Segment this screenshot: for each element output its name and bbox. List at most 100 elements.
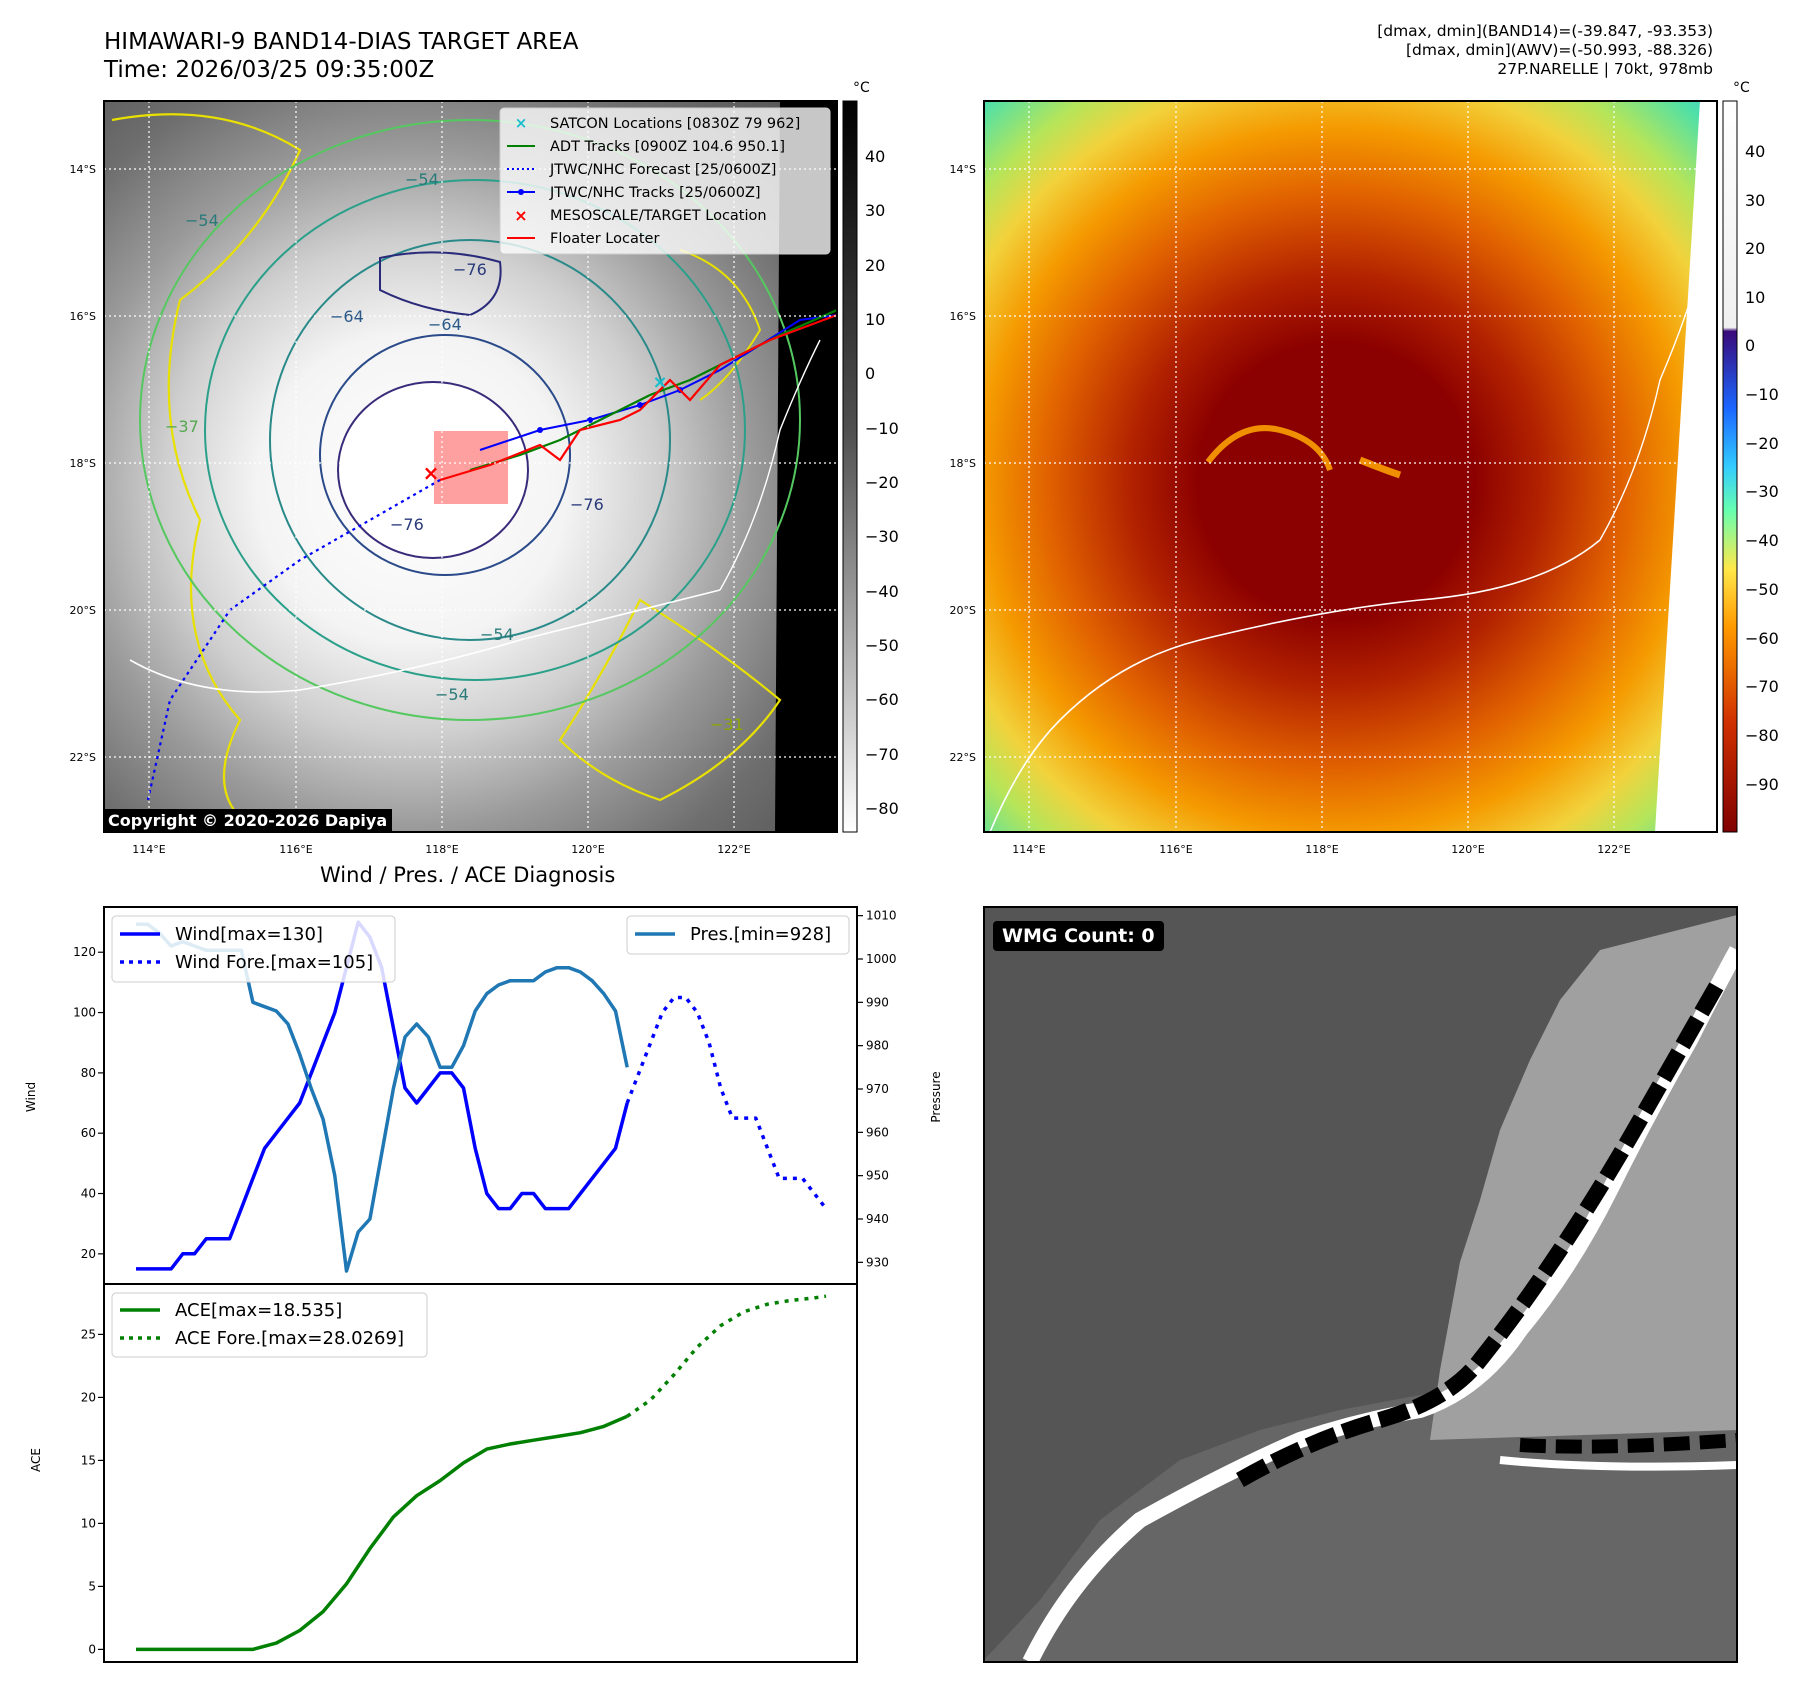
coastline — [129, 589, 721, 693]
wind-tick-label: 40 — [81, 1187, 96, 1201]
contour-label: −76 — [453, 260, 487, 279]
cb-tick: −50 — [865, 636, 899, 655]
jtwc-forecast-track — [146, 479, 441, 801]
ace-tick-label: 25 — [81, 1327, 96, 1341]
avw-lon-labels: 114°E 116°E 118°E 120°E 122°E — [1012, 843, 1630, 856]
wmg-frame — [983, 906, 1738, 1663]
wind-tick-label: 100 — [73, 1006, 96, 1020]
wind-pres-panel: 20 40 60 80 100 120 930 940 950 960 970 980 990 1000… — [24, 906, 943, 1285]
eye-band — [1358, 456, 1402, 479]
ace-tick-label: 5 — [88, 1579, 96, 1593]
info-storm: 27P.NARELLE | 70kt, 978mb — [1497, 60, 1713, 78]
cb-tick: −80 — [1745, 726, 1779, 745]
avw-colorbar-unit: °C — [1733, 80, 1750, 96]
lon-label: 114°E — [132, 843, 165, 856]
pres-tick-label: 950 — [866, 1169, 889, 1183]
contour-core — [337, 381, 529, 559]
wmg-count-badge: WMG Count: 0 — [993, 921, 1164, 951]
ir-map-frame — [103, 100, 838, 833]
wmg-lower-gray — [984, 1365, 1737, 1662]
ace-ytick-group: 0 5 10 15 20 25 — [81, 1327, 104, 1656]
avw-coastline — [989, 539, 1601, 832]
avw-graticule — [984, 101, 1717, 832]
lat-label: 22°S — [70, 751, 96, 764]
contour-label: −54 — [480, 625, 514, 644]
legend-label-adt: ADT Tracks [0900Z 104.6 950.1] — [550, 139, 785, 155]
contour-label: −54 — [405, 170, 439, 189]
pres-ylabel: Pressure — [929, 1071, 943, 1122]
cb-tick: −20 — [1745, 434, 1779, 453]
avw-swath-edge — [1655, 101, 1717, 832]
lat-label: 14°S — [950, 163, 976, 176]
wmg-black-band — [1519, 1433, 1738, 1454]
avw-map-frame — [983, 100, 1718, 833]
ace-fore-legend-label: ACE Fore.[max=28.0269] — [175, 1328, 404, 1349]
lat-label: 16°S — [70, 310, 96, 323]
legend-box — [499, 107, 831, 255]
satcon-legend-icon: × — [515, 114, 528, 132]
cb-tick: −30 — [1745, 482, 1779, 501]
lat-label: 22°S — [950, 751, 976, 764]
contour-navy — [319, 334, 571, 576]
lon-label: 114°E — [1012, 843, 1045, 856]
wmg-black-ring — [1236, 976, 1727, 1487]
avw-image — [984, 101, 1717, 832]
ace-legend-label: ACE[max=18.535] — [175, 1300, 342, 1321]
lon-label: 120°E — [571, 843, 604, 856]
wmg-white-band — [1499, 1456, 1738, 1471]
cb-tick: 40 — [865, 147, 885, 166]
wind-legend-label: Wind[max=130] — [175, 924, 323, 945]
satcon-marker: × — [652, 372, 667, 393]
coastline-east — [719, 339, 821, 591]
ace-legend-box — [111, 1292, 428, 1358]
lat-label: 16°S — [950, 310, 976, 323]
wind-ytick-group: 20 40 60 80 100 120 — [73, 945, 104, 1261]
cb-tick: 20 — [1745, 239, 1765, 258]
ir-colorbar-ticks: 40 30 20 10 0 −10 −20 −30 −40 −50 −60 −7… — [865, 147, 899, 818]
target-marker: × — [423, 461, 440, 485]
lat-label: 20°S — [950, 604, 976, 617]
wind-tick-label: 120 — [73, 945, 96, 959]
series-line-1 — [625, 995, 828, 1210]
pres-legend-box — [626, 915, 850, 955]
wind-tick-label: 80 — [81, 1066, 96, 1080]
wind-fore-legend-label: Wind Fore.[max=105] — [175, 952, 373, 973]
figure-title: HIMAWARI-9 BAND14-DIAS TARGET AREA Time: … — [104, 28, 578, 84]
lon-label: 122°E — [717, 843, 750, 856]
pres-tick-label: 1010 — [866, 909, 897, 923]
cb-tick: 0 — [1745, 336, 1755, 355]
contour-label: −64 — [428, 315, 462, 334]
cb-tick: 40 — [1745, 142, 1765, 161]
contour-yellow-east — [558, 598, 782, 802]
cb-tick: −60 — [1745, 629, 1779, 648]
pres-ytick-group: 930 940 950 960 970 980 990 1000 1010 — [857, 909, 897, 1269]
ir-map-panel: × × −54 −54 −64 −64 −76 — [70, 80, 899, 856]
swath-edge — [775, 101, 837, 832]
map-legend: × × SATCON Locations [0830Z 79 962] ADT … — [499, 107, 831, 255]
info-block: [dmax, dmin](BAND14)=(-39.847, -93.353) … — [1377, 22, 1713, 79]
pres-tick-label: 970 — [866, 1082, 889, 1096]
contour-yellow-west — [111, 113, 302, 832]
lat-label: 18°S — [950, 457, 976, 470]
cb-tick: −40 — [865, 582, 899, 601]
cb-tick: −60 — [865, 690, 899, 709]
cb-tick: −20 — [865, 473, 899, 492]
cb-tick: 0 — [865, 364, 875, 383]
contour-label: −64 — [330, 307, 364, 326]
pres-tick-label: 990 — [866, 995, 889, 1009]
legend-label-satcon: SATCON Locations [0830Z 79 962] — [550, 116, 800, 132]
lat-label: 20°S — [70, 604, 96, 617]
diagnosis-title: Wind / Pres. / ACE Diagnosis — [320, 863, 616, 887]
lat-label: 14°S — [70, 163, 96, 176]
avw-map-panel: 14°S 16°S 18°S 20°S 22°S 114°E 116°E 118… — [950, 80, 1779, 856]
pres-tick-label: 930 — [866, 1255, 889, 1269]
pres-tick-label: 940 — [866, 1212, 889, 1226]
ace-panel: 0 5 10 15 20 25 ACE ACE[max=18.535] ACE Fore.… — [29, 1283, 858, 1663]
pres-legend-label: Pres.[min=928] — [690, 924, 831, 945]
contour-labels: −54 −54 −64 −64 −76 −76 −76 −54 −54 −37 … — [165, 170, 744, 734]
wmg-panel — [983, 906, 1745, 1666]
cb-tick: −40 — [1745, 531, 1779, 550]
legend-label-target: MESOSCALE/TARGET Location — [550, 208, 767, 224]
title-line1: HIMAWARI-9 BAND14-DIAS TARGET AREA — [104, 29, 579, 55]
